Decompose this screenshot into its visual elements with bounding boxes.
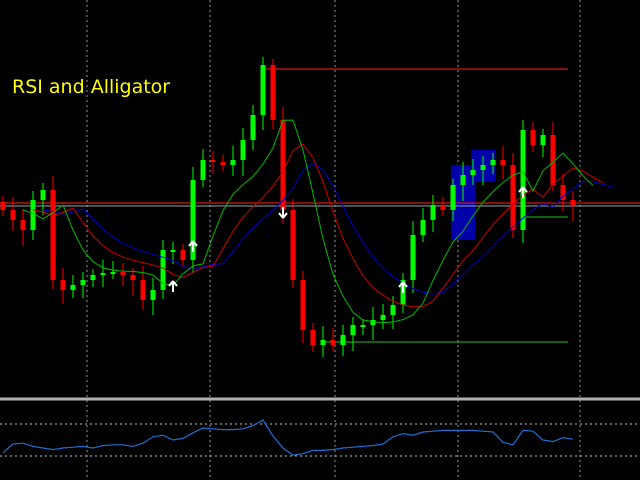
bull-candle	[520, 130, 526, 230]
bear-candle	[20, 220, 26, 230]
bull-candle	[90, 275, 96, 280]
bear-candle	[0, 202, 6, 210]
arrow-up-icon	[168, 280, 178, 292]
bull-candle	[160, 250, 166, 290]
bear-candle	[290, 210, 296, 280]
bear-candle	[530, 130, 536, 145]
rsi-line	[2, 419, 574, 456]
bear-candle	[60, 280, 66, 290]
bear-candle	[300, 280, 306, 330]
bull-candle	[200, 160, 206, 180]
bear-candle	[310, 330, 316, 345]
bear-candle	[500, 160, 506, 165]
bull-candle	[430, 205, 436, 220]
bear-candle	[280, 120, 286, 210]
bull-candle	[460, 175, 466, 185]
arrow-up-icon	[398, 281, 408, 293]
bull-candle	[70, 285, 76, 290]
bull-candle	[110, 272, 116, 274]
bull-candle	[230, 160, 236, 165]
bull-candle	[410, 235, 416, 280]
alligator-lips-line	[22, 119, 594, 324]
alligator-teeth-line	[32, 143, 604, 308]
bull-candle	[100, 273, 106, 275]
bull-candle	[340, 335, 346, 345]
bear-candle	[330, 340, 336, 345]
bear-candle	[130, 275, 136, 280]
bull-candle	[480, 165, 486, 170]
bull-candle	[320, 340, 326, 345]
alligator-jaw-line	[42, 162, 614, 295]
bull-candle	[390, 305, 396, 315]
bull-candle	[170, 250, 176, 252]
bear-candle	[50, 190, 56, 280]
bull-candle	[360, 325, 366, 327]
bear-candle	[120, 272, 126, 275]
bear-candle	[10, 210, 16, 220]
bear-candle	[560, 185, 566, 200]
bear-candle	[180, 250, 186, 260]
bull-candle	[380, 315, 386, 320]
bull-candle	[450, 185, 456, 210]
bull-candle	[540, 135, 546, 145]
bear-candle	[140, 280, 146, 300]
bear-candle	[220, 162, 226, 165]
chart-title: RSI and Alligator	[12, 76, 171, 98]
bear-candle	[570, 200, 576, 205]
bull-candle	[490, 160, 496, 165]
bull-candle	[30, 200, 36, 230]
bear-candle	[550, 135, 556, 185]
bull-candle	[250, 115, 256, 140]
bull-candle	[150, 290, 156, 300]
bull-candle	[420, 220, 426, 235]
bull-candle	[40, 190, 46, 200]
bull-candle	[370, 320, 376, 325]
bear-candle	[510, 165, 516, 230]
bull-candle	[260, 65, 266, 115]
arrow-up-icon	[518, 186, 528, 198]
bull-candle	[240, 140, 246, 160]
bull-candle	[470, 170, 476, 175]
bull-candle	[190, 180, 196, 260]
bear-candle	[270, 65, 276, 120]
bull-candle	[350, 325, 356, 335]
bear-candle	[210, 160, 216, 162]
arrow-up-icon	[188, 240, 198, 252]
bear-candle	[440, 205, 446, 210]
bull-candle	[80, 280, 86, 285]
arrow-down-icon	[278, 207, 288, 219]
